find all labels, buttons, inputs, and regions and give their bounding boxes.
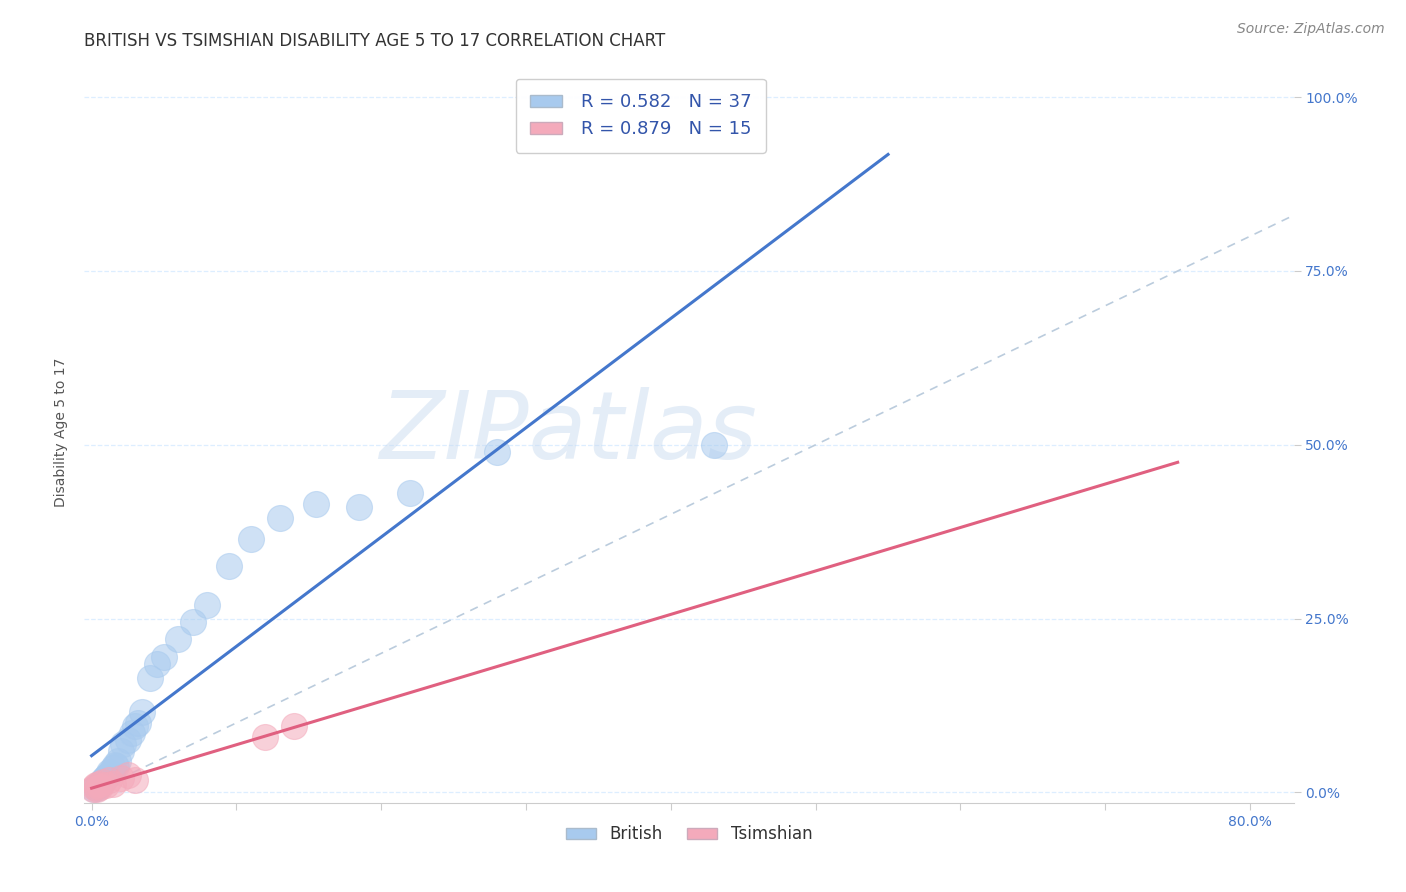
Point: [107, 754, 129, 768]
Point: [197, 598, 219, 612]
Point: [89, 779, 111, 793]
Text: BRITISH VS TSIMSHIAN DISABILITY AGE 5 TO 17 CORRELATION CHART: BRITISH VS TSIMSHIAN DISABILITY AGE 5 TO…: [84, 32, 665, 50]
Point: [124, 719, 146, 733]
Point: [94, 779, 117, 793]
Point: [121, 726, 143, 740]
Point: [181, 615, 204, 629]
Point: [349, 500, 371, 515]
Point: [87, 777, 110, 791]
Point: [110, 772, 132, 786]
Point: [91, 772, 114, 787]
Point: [110, 744, 132, 758]
Point: [86, 781, 108, 796]
Point: [117, 768, 139, 782]
Legend: British, Tsimshian: British, Tsimshian: [560, 819, 818, 850]
Point: [90, 775, 112, 789]
Point: [94, 770, 117, 784]
Text: ZIPatlas: ZIPatlas: [380, 387, 756, 478]
Point: [486, 444, 509, 458]
Point: [269, 510, 291, 524]
Y-axis label: Disability Age 5 to 17: Disability Age 5 to 17: [53, 358, 67, 508]
Point: [96, 768, 118, 782]
Point: [100, 765, 122, 780]
Point: [83, 781, 105, 796]
Point: [117, 733, 139, 747]
Point: [218, 559, 240, 574]
Point: [93, 772, 115, 786]
Point: [112, 737, 135, 751]
Point: [283, 719, 305, 733]
Point: [127, 715, 149, 730]
Point: [399, 486, 422, 500]
Point: [86, 781, 108, 796]
Point: [105, 759, 128, 773]
Point: [167, 632, 190, 647]
Point: [103, 761, 125, 775]
Point: [98, 764, 121, 779]
Point: [83, 780, 105, 794]
Point: [98, 772, 121, 787]
Point: [131, 706, 153, 720]
Point: [305, 497, 328, 511]
Text: Source: ZipAtlas.com: Source: ZipAtlas.com: [1237, 22, 1385, 37]
Point: [84, 780, 107, 794]
Point: [84, 779, 107, 793]
Point: [104, 757, 127, 772]
Point: [103, 777, 125, 791]
Point: [153, 649, 176, 664]
Point: [89, 780, 111, 794]
Point: [145, 657, 167, 671]
Point: [87, 777, 110, 791]
Point: [239, 532, 262, 546]
Point: [254, 730, 277, 744]
Point: [82, 781, 104, 796]
Point: [703, 438, 725, 452]
Point: [91, 775, 114, 789]
Point: [138, 671, 160, 685]
Point: [124, 772, 146, 787]
